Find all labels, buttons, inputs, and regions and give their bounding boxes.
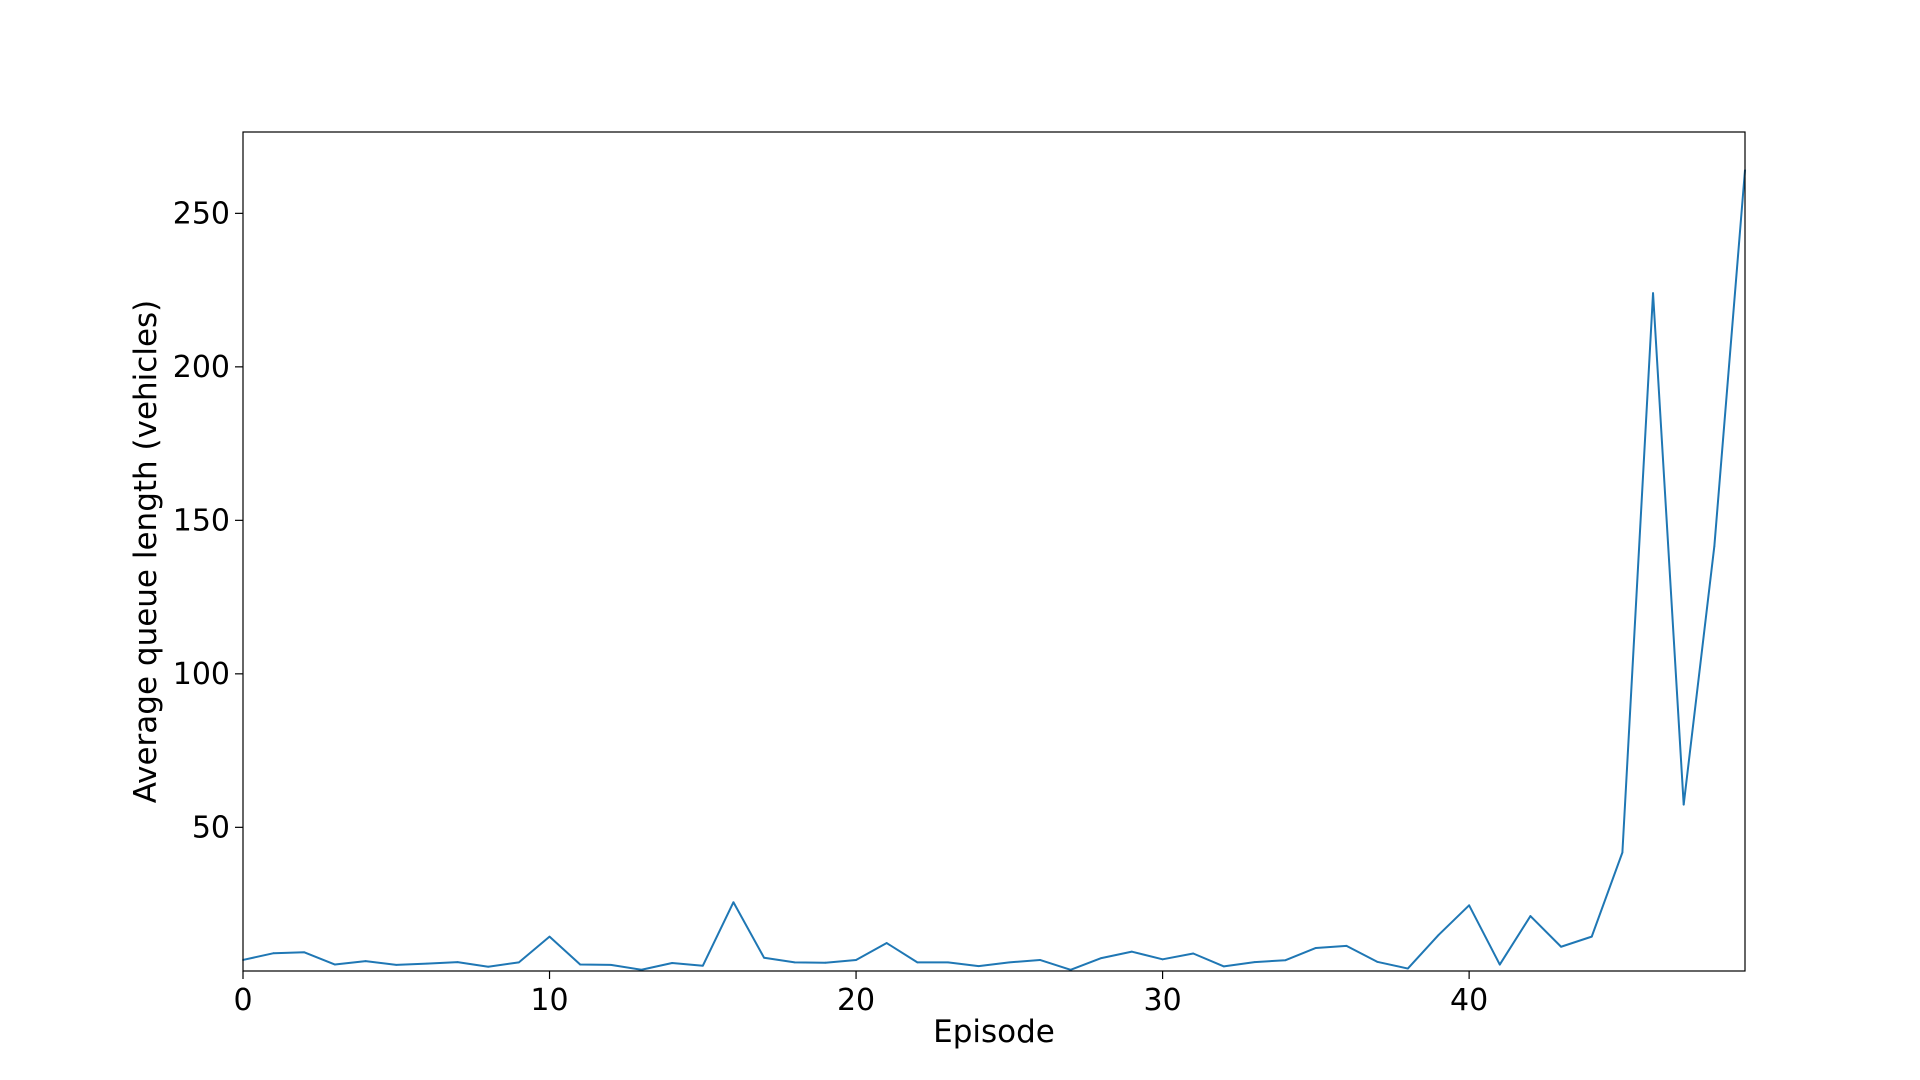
data-point — [824, 961, 827, 964]
data-point — [1008, 961, 1011, 964]
data-point — [1590, 935, 1593, 938]
data-point — [456, 961, 459, 963]
data-point — [1529, 915, 1532, 917]
data-point — [272, 952, 275, 955]
y-tick-label: 100 — [173, 657, 230, 692]
data-point — [426, 962, 428, 965]
data-point — [517, 961, 520, 964]
y-axis-title: Average queue length (vehicles) — [128, 300, 164, 804]
x-axis-ticks: 0 10 20 30 40 — [233, 971, 1488, 1018]
y-tick-label: 50 — [192, 810, 230, 845]
data-point — [671, 962, 674, 964]
data-point — [1713, 545, 1716, 548]
series-line — [242, 169, 1746, 971]
x-tick-label: 0 — [233, 983, 252, 1018]
y-tick-label: 250 — [173, 196, 230, 231]
data-point — [640, 968, 643, 971]
x-tick-label: 30 — [1143, 983, 1181, 1018]
data-point — [395, 963, 398, 966]
x-tick-label: 40 — [1450, 983, 1488, 1018]
y-axis-ticks: 50 100 150 200 250 — [173, 196, 243, 845]
data-point — [1069, 968, 1072, 971]
data-point — [1682, 803, 1685, 806]
data-point — [1560, 945, 1562, 948]
data-point — [977, 965, 980, 967]
plot-area-frame — [242, 131, 1746, 972]
data-point — [732, 901, 735, 904]
data-point — [1161, 958, 1164, 961]
series-layer — [242, 169, 1746, 971]
data-point — [1498, 963, 1501, 966]
data-point — [793, 961, 796, 964]
data-point — [1222, 965, 1225, 968]
data-point — [885, 942, 888, 944]
data-point — [1406, 967, 1409, 970]
data-point — [1284, 959, 1287, 962]
data-point — [916, 961, 919, 964]
x-axis-title: Episode — [933, 1014, 1055, 1050]
data-point — [1437, 934, 1440, 936]
data-point — [763, 956, 766, 959]
data-point — [548, 935, 551, 938]
data-point — [1131, 950, 1133, 953]
data-point — [1376, 960, 1379, 963]
data-point — [1652, 292, 1654, 295]
data-point — [1468, 904, 1471, 907]
x-tick-label: 10 — [530, 983, 568, 1018]
data-point — [1621, 851, 1624, 854]
data-point — [609, 963, 612, 966]
data-point — [947, 961, 949, 964]
data-point — [855, 959, 857, 961]
data-point — [701, 964, 704, 967]
data-point — [364, 960, 367, 963]
data-point — [303, 951, 306, 954]
data-point — [334, 963, 336, 966]
data-point — [1100, 957, 1103, 960]
data-point — [579, 963, 582, 966]
data-point — [1314, 947, 1317, 949]
data-point — [1253, 961, 1256, 963]
data-point — [1345, 944, 1348, 947]
data-point — [487, 965, 490, 968]
y-tick-label: 150 — [173, 503, 230, 538]
data-point — [1192, 952, 1195, 955]
x-tick-label: 20 — [837, 983, 875, 1018]
y-tick-label: 200 — [173, 350, 230, 385]
data-point — [1039, 959, 1041, 961]
